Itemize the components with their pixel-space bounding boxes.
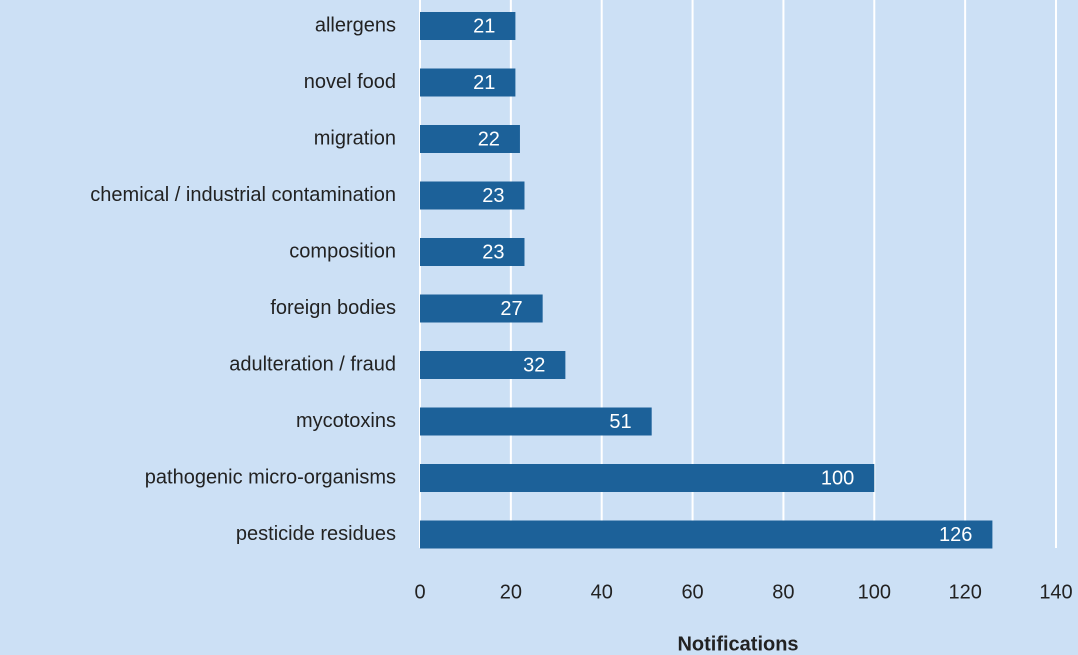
bar xyxy=(420,181,525,210)
y-tick-label: chemical / industrial contamination xyxy=(90,184,396,206)
x-tick-label: 20 xyxy=(500,581,522,603)
x-tick-label: 100 xyxy=(858,581,891,603)
x-tick-label: 140 xyxy=(1039,581,1072,603)
bar xyxy=(420,464,875,492)
value-label: 27 xyxy=(500,298,522,320)
bar xyxy=(420,407,652,436)
y-tick-label: pathogenic micro-organisms xyxy=(145,466,396,488)
x-axis-label: Notifications xyxy=(677,633,798,655)
bar xyxy=(420,125,520,153)
y-tick-label: pesticide residues xyxy=(236,523,396,545)
value-label: 126 xyxy=(939,524,972,546)
value-label: 21 xyxy=(473,15,495,37)
x-tick-label: 60 xyxy=(681,581,703,603)
bar xyxy=(420,294,543,323)
x-tick-label: 120 xyxy=(948,581,981,603)
y-tick-label: foreign bodies xyxy=(270,297,396,319)
value-label: 32 xyxy=(523,354,545,376)
value-label: 21 xyxy=(473,72,495,94)
y-tick-label: migration xyxy=(314,127,396,149)
value-label: 51 xyxy=(609,411,631,433)
value-label: 23 xyxy=(482,241,504,263)
y-tick-label: allergens xyxy=(315,14,396,36)
y-tick-label: composition xyxy=(289,240,396,262)
value-label: 23 xyxy=(482,185,504,207)
bar xyxy=(420,520,993,549)
y-tick-label: adulteration / fraud xyxy=(229,353,396,375)
value-label: 22 xyxy=(478,128,500,150)
x-tick-label: 0 xyxy=(414,581,425,603)
x-tick-label: 80 xyxy=(772,581,794,603)
bar xyxy=(420,238,525,266)
x-tick-label: 40 xyxy=(591,581,613,603)
y-tick-label: mycotoxins xyxy=(296,410,396,432)
value-label: 100 xyxy=(821,467,854,489)
bar xyxy=(420,68,516,97)
bar xyxy=(420,351,566,379)
y-tick-label: novel food xyxy=(304,71,396,93)
bar xyxy=(420,12,516,40)
